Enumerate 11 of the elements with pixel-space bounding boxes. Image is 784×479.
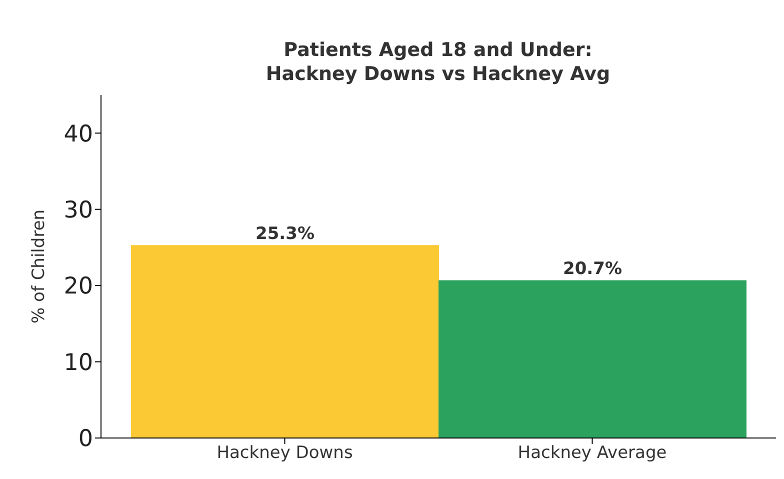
y-tick-label: 10 — [64, 350, 93, 376]
chart-title: Patients Aged 18 and Under: Hackney Downs vs Hackney Avg — [266, 39, 610, 85]
y-tick-label: 30 — [64, 198, 93, 224]
y-tick-label: 20 — [64, 274, 93, 300]
data-label: 25.3% — [256, 224, 314, 244]
y-axis-title: % of Children — [29, 209, 50, 324]
x-tick-label: Hackney Downs — [216, 443, 353, 464]
y-tick-label: 40 — [64, 121, 93, 148]
y-tick-label: 0 — [78, 426, 93, 452]
x-tick-label: Hackney Average — [518, 443, 667, 464]
data-label: 20.7% — [563, 259, 622, 280]
